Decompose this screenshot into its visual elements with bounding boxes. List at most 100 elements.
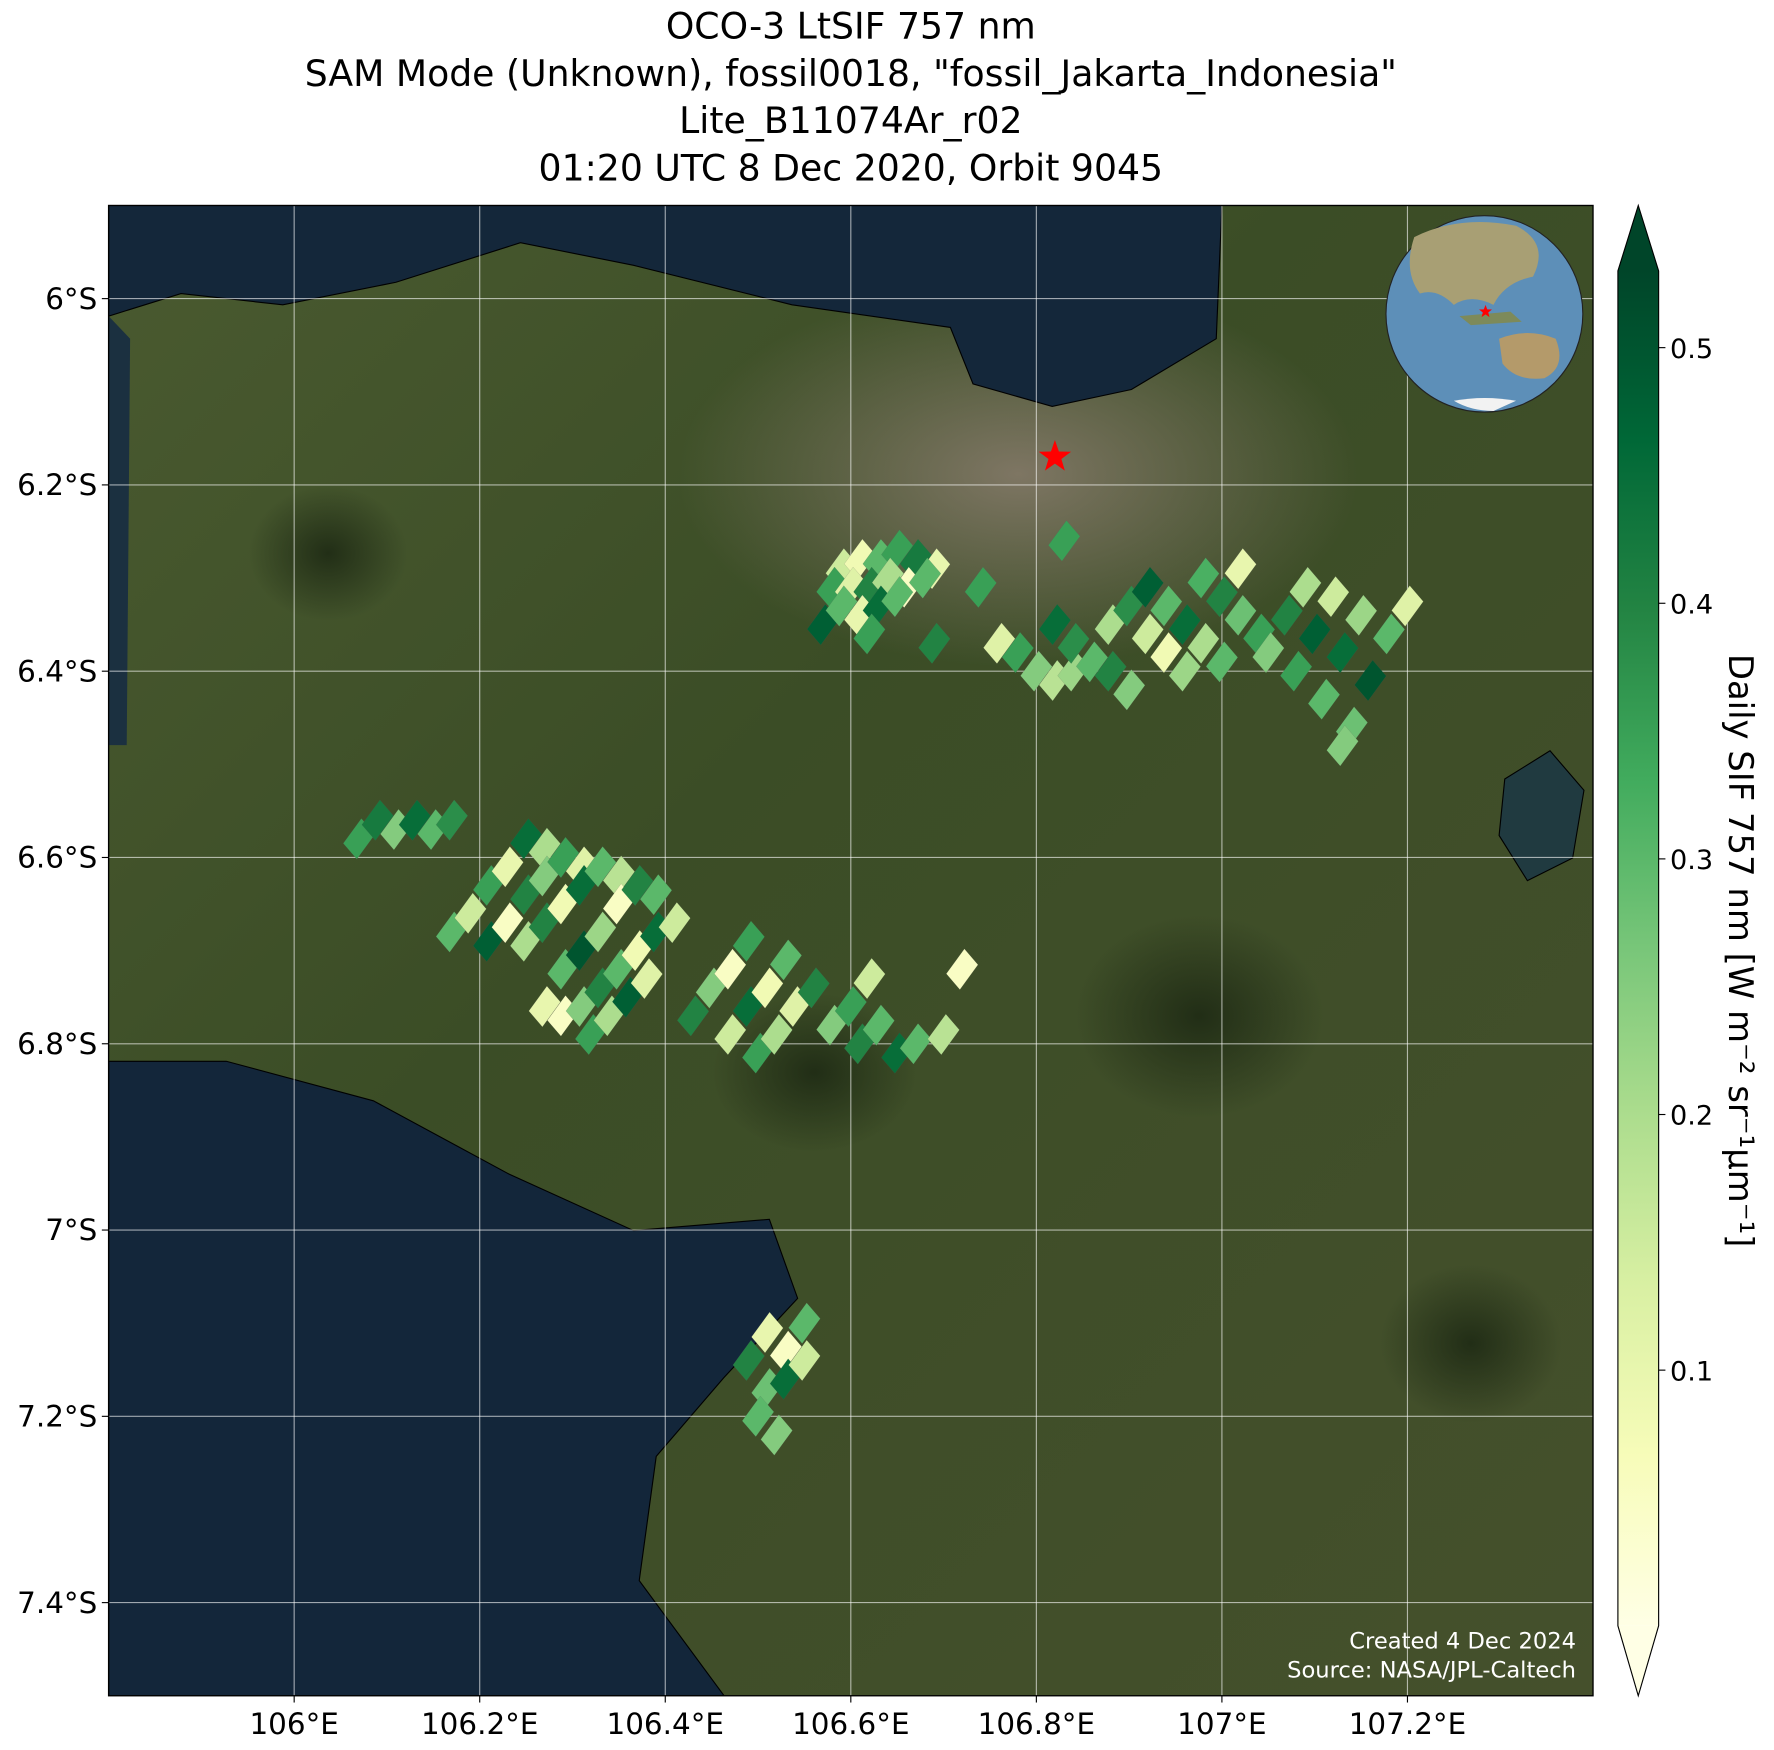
sif-footprint — [1187, 557, 1220, 599]
sea — [108, 316, 131, 746]
sif-footprint — [918, 622, 951, 664]
sif-footprint — [741, 1395, 775, 1437]
colorbar-extend — [1617, 1625, 1659, 1696]
y-tick-label: 7.4°S — [17, 1586, 97, 1620]
sif-footprint — [1131, 566, 1164, 608]
colorbar-tick-label: 0.1 — [1670, 1356, 1713, 1387]
sif-footprint — [1048, 520, 1081, 562]
colorbar-label: Daily SIF 757 nm [W m⁻² sr⁻¹μm⁻¹] — [1721, 654, 1760, 1248]
y-tick-label: 6.4°S — [17, 654, 97, 688]
sif-footprint — [1131, 613, 1164, 655]
sif-footprint — [1298, 613, 1331, 655]
sif-footprint — [1057, 622, 1090, 664]
globe-land — [1409, 222, 1539, 305]
sif-footprint — [361, 799, 394, 841]
sif-footprint — [677, 995, 710, 1037]
sif-footprint — [1113, 669, 1146, 711]
sif-footprint — [834, 985, 867, 1028]
annotation: Source: NASA/JPL-Caltech — [1287, 1658, 1576, 1684]
sif-footprint — [760, 1414, 793, 1456]
y-tick-label: 6.2°S — [17, 468, 97, 502]
sif-footprint — [1372, 613, 1405, 655]
title-line: OCO-3 LtSIF 757 nm — [666, 4, 1036, 47]
sif-footprint — [862, 1004, 895, 1046]
sif-footprint — [853, 957, 886, 1000]
x-tick-label: 107.2°E — [1349, 1707, 1466, 1741]
sif-footprint — [1345, 594, 1378, 636]
globe-land — [1459, 311, 1522, 326]
x-tick-label: 106°E — [249, 1707, 338, 1741]
sif-footprint — [1280, 650, 1313, 692]
sif-footprint — [584, 846, 617, 888]
sif-footprint — [881, 576, 914, 618]
sif-footprint — [1317, 576, 1350, 618]
sif-footprint — [435, 799, 468, 841]
sif-footprint — [714, 1013, 747, 1056]
sif-footprint — [454, 892, 487, 934]
x-tick-label: 106.6°E — [792, 1707, 909, 1741]
annotation: Created 4 Dec 2024 — [1349, 1628, 1576, 1654]
title: OCO-3 LtSIF 757 nm SAM Mode (Unknown), fo… — [305, 4, 1397, 189]
terrain — [248, 485, 408, 621]
sif-footprint — [797, 967, 830, 1009]
sif-footprint — [760, 1013, 793, 1056]
sif-footprint — [732, 920, 765, 962]
title-line: 01:20 UTC 8 Dec 2020, Orbit 9045 — [539, 147, 1163, 190]
sif-footprint — [602, 855, 635, 897]
y-tick-label: 7.2°S — [17, 1400, 97, 1434]
basemap — [108, 205, 1594, 1696]
sif-footprint — [1038, 604, 1071, 646]
sif-footprint — [1094, 650, 1127, 692]
sif-footprint — [964, 566, 997, 608]
sif-footprint — [1270, 594, 1303, 636]
sif-footprint — [1289, 566, 1322, 608]
sif-footprint — [927, 1013, 960, 1056]
sif-footprint — [547, 836, 580, 879]
sif-footprint — [1168, 650, 1201, 692]
sif-footprint — [732, 1339, 765, 1382]
sif-footprint — [1001, 631, 1034, 674]
sif-footprint — [1224, 548, 1257, 590]
inset-target — [1479, 304, 1492, 318]
sif-footprint — [639, 874, 673, 916]
terrain — [1380, 1264, 1562, 1423]
colorbar: 0.1 0.2 0.3 0.4 0.5 Daily SIF 757 nm [W m⁻² s… — [1617, 203, 1760, 1698]
sif-footprint — [630, 957, 663, 1000]
sif-footprint — [1242, 613, 1276, 655]
globe-inset — [1385, 215, 1584, 413]
y-tick-label: 6°S — [45, 282, 97, 316]
colorbar-tick-label: 0.4 — [1670, 589, 1713, 620]
sif-footprint — [1326, 725, 1359, 767]
sif-footprint — [751, 1311, 784, 1354]
sif-footprint — [584, 911, 617, 953]
y-tick-label: 7°S — [45, 1213, 97, 1247]
sif-footprint — [398, 799, 431, 841]
target-marker — [1038, 439, 1072, 471]
colorbar-tick-label: 0.5 — [1670, 334, 1713, 365]
colorbar-outline — [1617, 203, 1660, 1698]
colorbar-extend — [1617, 205, 1659, 271]
sif-footprint — [946, 948, 979, 990]
sif-footprint — [528, 827, 561, 869]
sif-footprint — [853, 613, 886, 655]
sif-footprint — [528, 985, 561, 1028]
sif-footprint — [788, 1302, 821, 1344]
sea — [108, 205, 1223, 408]
sif-footprint — [1150, 585, 1183, 627]
sif-footprint — [1307, 678, 1341, 720]
x-tick-label: 106.8°E — [978, 1707, 1095, 1741]
colorbar-tick-label: 0.2 — [1670, 1101, 1713, 1132]
sif-footprint — [1252, 631, 1285, 674]
sif-footprint — [1187, 622, 1220, 664]
x-tick-label: 106.4°E — [607, 1707, 724, 1741]
sif-footprint — [788, 1339, 821, 1382]
sif-footprint — [658, 902, 691, 944]
colorbar-tick-label: 0.3 — [1670, 845, 1713, 876]
x-tick-label: 107°E — [1177, 1707, 1266, 1741]
sif-footprint — [1168, 604, 1201, 646]
sif-footprint — [1326, 631, 1359, 674]
sea — [108, 1060, 799, 1696]
sif-footprint — [491, 846, 524, 888]
sif-footprint — [908, 557, 942, 599]
